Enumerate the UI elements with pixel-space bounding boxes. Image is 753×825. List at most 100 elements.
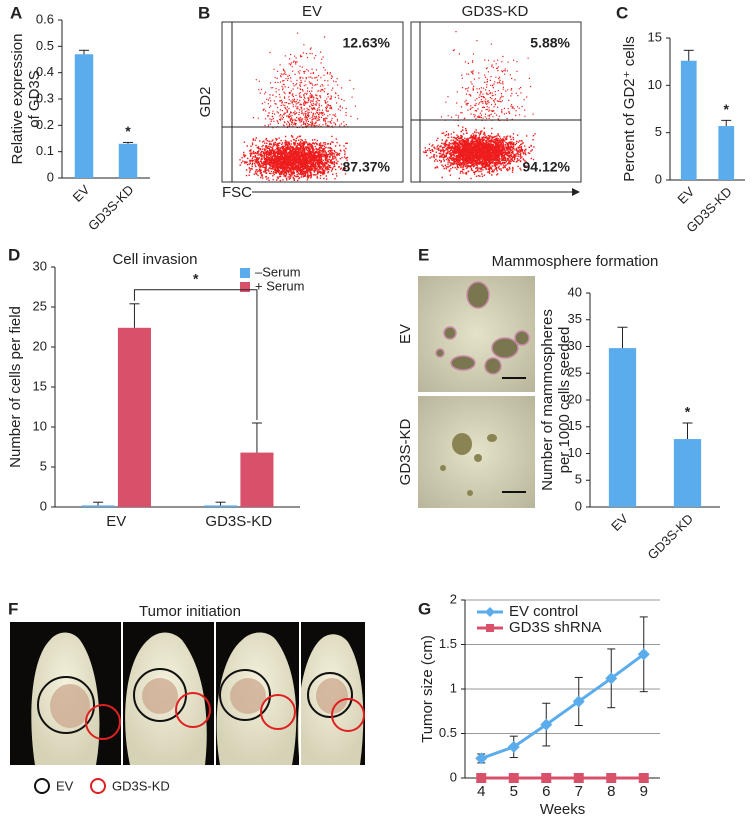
y-axis-label: Number of mammospheres [539, 309, 556, 491]
x-tick-label: EV [70, 182, 93, 205]
x-tick-label: GD3S-KD [85, 182, 136, 233]
bar [204, 505, 238, 507]
y-tick-label: 10 [648, 77, 662, 92]
legend-swatch [240, 282, 250, 292]
y-tick-label: 0.5 [36, 38, 54, 53]
panel-label: F [8, 599, 18, 618]
legend-circle [90, 778, 106, 794]
y-tick-label: 0.6 [36, 11, 54, 26]
y-tick-label: 0 [47, 169, 54, 184]
legend-label: GD3S-KD [112, 778, 170, 793]
flow-dots [239, 32, 359, 182]
annotation: * [193, 271, 199, 287]
panel-label: C [616, 3, 628, 22]
y-axis-label: of GD3S [26, 70, 43, 128]
y-tick-label: 0.5 [439, 725, 457, 740]
panel-label: A [10, 3, 22, 22]
bar [240, 452, 274, 507]
mammosphere-title: Mammosphere formation [492, 253, 659, 270]
gate-percent: 12.63% [343, 35, 391, 51]
flow-ylabel: GD2 [197, 87, 214, 118]
x-tick-label: 4 [477, 783, 485, 800]
flow-panel: EV GD3S-KD GD2 FSC 12.63% 87.37% 5.88% 94.1… [197, 3, 582, 201]
y-tick-label: 10 [568, 445, 582, 460]
y-tick-label: 20 [33, 338, 47, 353]
legend-label: GD3S shRNA [509, 619, 602, 636]
y-axis-label: Tumor size (cm) [419, 635, 436, 743]
chart-title: Cell invasion [112, 251, 197, 268]
tumor-title: Tumor initiation [139, 603, 241, 620]
y-axis-label: Relative expression [9, 34, 26, 165]
bar [673, 439, 702, 507]
y-tick-label: 1 [450, 680, 457, 695]
spheres [435, 281, 530, 375]
series-line [480, 653, 645, 760]
legend-label: –Serum [255, 264, 301, 279]
y-tick-label: 5 [575, 472, 582, 487]
x-tick-label: EV [608, 511, 631, 534]
bar [118, 143, 138, 178]
annotation: * [685, 404, 691, 420]
bar [81, 505, 115, 507]
point [606, 773, 617, 783]
point [573, 773, 584, 783]
y-tick-label: 0 [450, 769, 457, 784]
bar [117, 327, 151, 507]
y-tick-label: 15 [648, 29, 662, 44]
panel-label: D [8, 245, 20, 264]
flow-title: EV [302, 3, 322, 20]
y-tick-label: 5 [40, 458, 47, 473]
legend-marker [486, 624, 494, 632]
x-tick-label: EV [106, 513, 126, 530]
bar [718, 126, 735, 180]
y-tick-label: 5 [655, 124, 662, 139]
flow-arrowhead [572, 188, 580, 196]
y-tick-label: 10 [33, 418, 47, 433]
bar [74, 54, 94, 178]
row-label: EV [397, 324, 414, 344]
y-tick-label: 0.1 [36, 143, 54, 158]
y-tick-label: 15 [568, 418, 582, 433]
y-tick-label: 25 [33, 298, 47, 313]
y-tick-label: 0 [40, 498, 47, 513]
y-tick-label: 0.4 [36, 64, 54, 79]
x-tick-label: EV [674, 184, 697, 207]
tumors [50, 678, 348, 728]
legend-label: + Serum [255, 278, 305, 293]
gate-percent: 5.88% [530, 35, 570, 51]
x-tick-label: 7 [575, 783, 583, 800]
panel-label: B [198, 3, 210, 22]
point [605, 672, 618, 685]
y-axis-label: per 1000 cells seeded [556, 327, 573, 474]
y-tick-label: 0.2 [36, 117, 54, 132]
y-tick-label: 40 [568, 284, 582, 299]
gate-percent: 87.37% [343, 159, 391, 175]
y-tick-label: 20 [568, 391, 582, 406]
y-tick-label: 0 [575, 498, 582, 513]
row-label: GD3S-KD [397, 418, 414, 485]
legend-swatch [240, 268, 250, 278]
significance-bracket [133, 289, 258, 420]
x-tick-label: 9 [640, 783, 648, 800]
point [508, 773, 519, 783]
bar [680, 60, 697, 180]
x-tick-label: 8 [607, 783, 615, 800]
y-axis-label: Number of cells per field [7, 306, 24, 468]
point [540, 718, 553, 731]
y-axis-label: Percent of GD2⁺ cells [621, 36, 638, 181]
legend-label: EV [56, 778, 74, 793]
tumor-photos: Tumor initiation EV GD3S-KD [10, 603, 365, 794]
mammosphere-photos: Mammosphere formation EV GD3S-KD [397, 253, 658, 508]
x-tick-label: 5 [510, 783, 518, 800]
flow-dots [423, 31, 536, 180]
point [572, 695, 585, 708]
x-tick-label: 6 [542, 783, 550, 800]
circles [37, 668, 365, 740]
annotation: * [125, 123, 131, 139]
point [475, 752, 488, 765]
flow-frame [410, 21, 582, 183]
y-tick-label: 25 [568, 365, 582, 380]
flow-frame [221, 21, 404, 183]
point [638, 773, 649, 783]
